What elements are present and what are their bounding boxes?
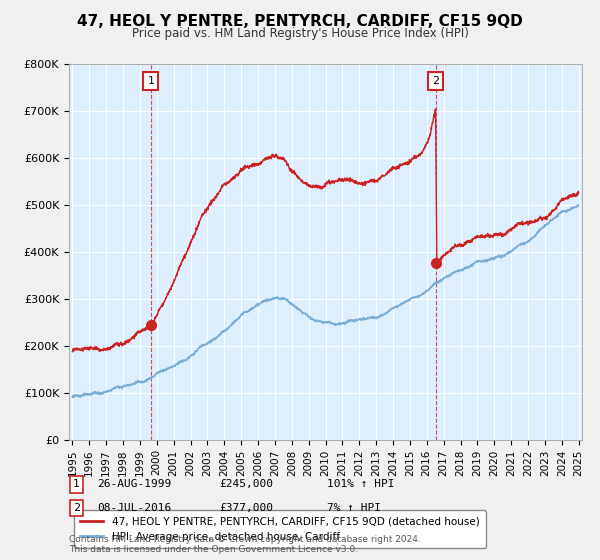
Text: 101% ↑ HPI: 101% ↑ HPI: [327, 479, 395, 489]
Text: 08-JUL-2016: 08-JUL-2016: [97, 503, 172, 513]
Text: 1: 1: [73, 479, 80, 489]
Text: 7% ↑ HPI: 7% ↑ HPI: [327, 503, 381, 513]
Text: £245,000: £245,000: [219, 479, 273, 489]
Legend: 47, HEOL Y PENTRE, PENTYRCH, CARDIFF, CF15 9QD (detached house), HPI: Average pr: 47, HEOL Y PENTRE, PENTYRCH, CARDIFF, CF…: [74, 511, 486, 548]
Text: 2: 2: [432, 76, 439, 86]
Text: 47, HEOL Y PENTRE, PENTYRCH, CARDIFF, CF15 9QD: 47, HEOL Y PENTRE, PENTYRCH, CARDIFF, CF…: [77, 14, 523, 29]
Text: Price paid vs. HM Land Registry's House Price Index (HPI): Price paid vs. HM Land Registry's House …: [131, 27, 469, 40]
Text: This data is licensed under the Open Government Licence v3.0.: This data is licensed under the Open Gov…: [69, 545, 358, 554]
Text: 1: 1: [148, 76, 154, 86]
Text: 26-AUG-1999: 26-AUG-1999: [97, 479, 172, 489]
Text: £377,000: £377,000: [219, 503, 273, 513]
Text: 2: 2: [73, 503, 80, 513]
Text: Contains HM Land Registry data © Crown copyright and database right 2024.: Contains HM Land Registry data © Crown c…: [69, 535, 421, 544]
